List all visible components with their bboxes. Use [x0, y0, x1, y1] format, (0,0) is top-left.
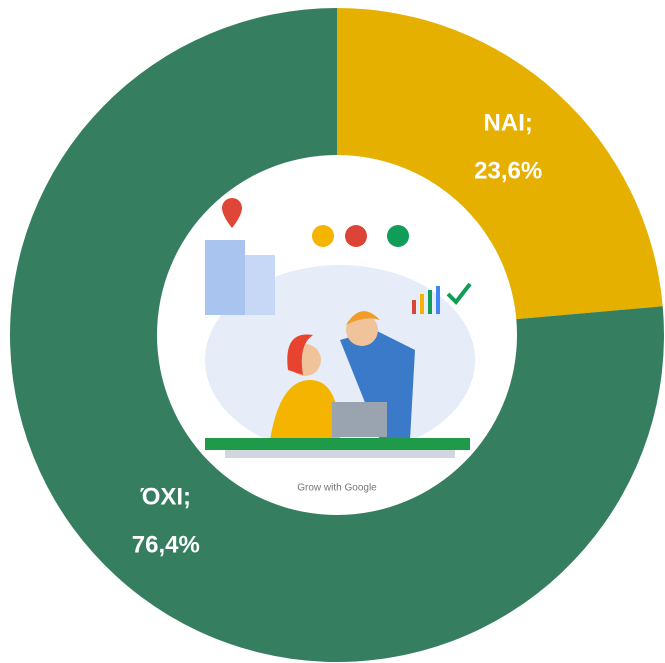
value-label: 76,4% [132, 531, 200, 558]
category-label: NAI; [484, 109, 533, 136]
illustration-caption: Grow with Google [297, 483, 377, 494]
value-label: 23,6% [474, 157, 542, 184]
category-label: ΌΧΙ; [140, 483, 191, 510]
chart: Grow with Google NAI; 23,6% ΌΧΙ; 76,4% [0, 0, 665, 663]
